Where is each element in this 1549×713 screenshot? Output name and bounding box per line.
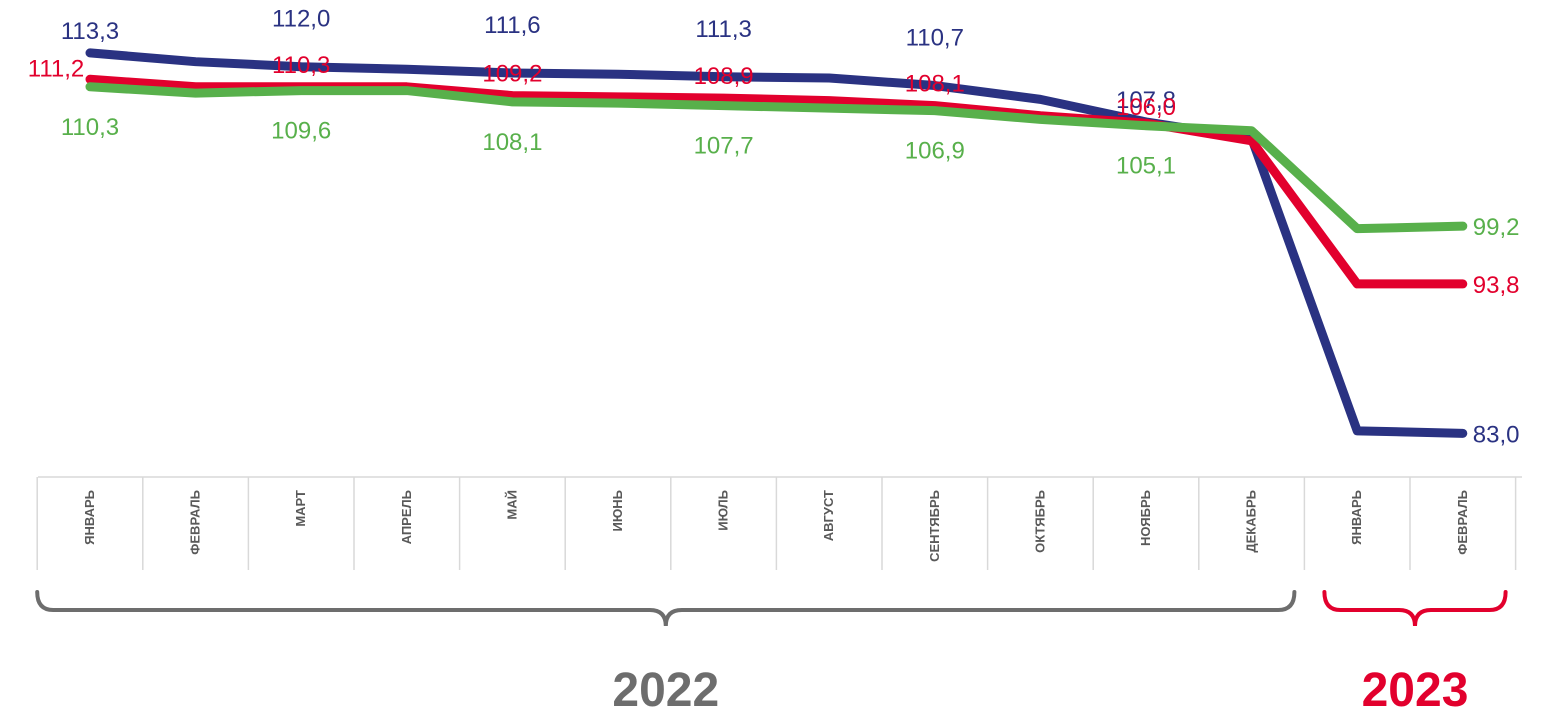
year-label-2023: 2023 [1362,664,1469,713]
data-label: 109,2 [482,61,542,88]
x-tick-label: ДЕКАБРЬ [1244,490,1259,553]
data-label: 109,6 [271,118,331,145]
data-label: 108,1 [482,129,542,156]
data-labels: 113,3 112,0 111,6 111,3 110,7 107,8 83,0 111,2 1… [28,6,1520,449]
data-label: 110,3 [61,114,119,141]
x-tick-label: МАРТ [293,490,308,527]
x-tick-label: НОЯБРЬ [1138,490,1153,546]
data-label: 99,2 [1473,214,1520,241]
data-label: 110,3 [272,52,330,79]
data-label: 110,7 [906,25,964,52]
data-label: 107,7 [694,133,754,160]
x-tick-label: ЯНВАРЬ [82,490,97,545]
data-label: 106,0 [1116,94,1176,121]
data-label: 111,3 [695,16,752,43]
x-tick-label: ИЮНЬ [610,490,625,531]
data-label: 111,2 [28,55,85,82]
year-brace-2022 [35,590,1297,627]
x-tick-label: СЕНТЯБРЬ [927,490,942,562]
x-tick-label: ИЮЛЬ [716,490,731,531]
data-label: 111,6 [484,12,541,39]
data-label: 105,1 [1116,153,1176,180]
data-label: 112,0 [272,6,330,33]
data-label: 107,8 [1116,87,1176,114]
data-label: 83,0 [1473,421,1520,448]
x-tick-label: АПРЕЛЬ [399,490,414,544]
data-label: 108,9 [694,63,754,90]
data-label: 108,1 [905,71,965,98]
data-label: 106,9 [905,138,965,165]
series-lines [85,48,1468,438]
data-label: 93,8 [1473,272,1520,299]
x-axis [36,476,1522,570]
x-tick-label: АВГУСТ [821,490,836,541]
x-tick-label: ФЕВРАЛЬ [188,490,203,555]
x-tick-label: ФЕВРАЛЬ [1455,490,1470,555]
data-label: 113,3 [61,18,119,45]
x-tick-label: ЯНВАРЬ [1349,490,1364,545]
year-brace-2023 [1322,590,1508,627]
x-tick-labels: ЯНВАРЬ ФЕВРАЛЬ МАРТ АПРЕЛЬ МАЙ ИЮНЬ ИЮЛЬ АВГУСТ… [82,490,1470,562]
series-line-2 [85,82,1468,234]
x-tick-label: МАЙ [504,490,519,520]
year-label-2022: 2022 [612,664,719,713]
year-groups: 2022 2023 [35,590,1508,713]
x-tick-label: ОКТЯБРЬ [1032,490,1047,553]
